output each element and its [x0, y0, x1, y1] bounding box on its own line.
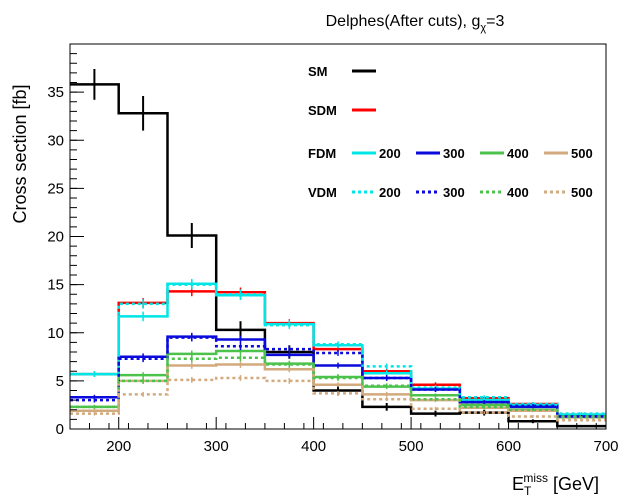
chart-title-subscript: χ: [480, 22, 486, 34]
legend-label-fdm-200: 200: [379, 146, 401, 161]
x-tick-label-5: 700: [593, 438, 618, 455]
x-axis-label-symbol: E: [512, 474, 524, 494]
x-axis-label-subscript: T: [524, 484, 532, 498]
legend-label-sm: SM: [308, 64, 328, 79]
legend: SM SDM FDM 200 300 400 500 VDM 200 300 4…: [308, 64, 593, 200]
legend-label-fdm-500: 500: [571, 146, 593, 161]
axes-layer: 200 300 400 500 600 700 0 5 10 15 20 25 30 35: [47, 43, 619, 455]
x-tick-label-4: 600: [496, 438, 521, 455]
legend-label-fdm-400: 400: [507, 146, 529, 161]
x-axis-label: ETmiss [GeV]: [512, 471, 599, 498]
legend-label-fdm: FDM: [308, 146, 336, 161]
legend-label-vdm-300: 300: [443, 185, 465, 200]
legend-label-vdm-400: 400: [507, 185, 529, 200]
legend-label-sdm: SDM: [308, 103, 337, 118]
series-line-vdm-200: [70, 283, 606, 415]
chart-title: Delphes(After cuts), gχ=3: [326, 13, 505, 34]
y-tick-label-7: 35: [47, 84, 64, 101]
legend-label-vdm: VDM: [308, 185, 337, 200]
series-vdm-500: [70, 375, 606, 422]
y-axis-label: Cross section [fb]: [10, 84, 30, 223]
x-tick-label-3: 500: [399, 438, 424, 455]
x-tick-label-0: 200: [106, 438, 131, 455]
y-tick-label-3: 15: [47, 277, 64, 294]
y-tick-label-1: 5: [56, 373, 64, 390]
y-tick-label-4: 20: [47, 229, 64, 246]
series-vdm-200: [70, 279, 606, 415]
y-tick-label-5: 25: [47, 180, 64, 197]
x-axis-label-superscript: miss: [523, 471, 548, 485]
chart-title-suffix: =3: [486, 13, 504, 30]
x-axis-label-unit: [GeV]: [553, 474, 599, 494]
y-tick-label-0: 0: [56, 421, 64, 438]
legend-label-vdm-200: 200: [379, 185, 401, 200]
series-layer: [70, 69, 606, 428]
y-tick-label-6: 30: [47, 132, 64, 149]
x-tick-label-1: 300: [204, 438, 229, 455]
series-sm: [70, 69, 606, 428]
legend-label-fdm-300: 300: [443, 146, 465, 161]
x-tick-label-2: 400: [301, 438, 326, 455]
legend-label-vdm-500: 500: [571, 185, 593, 200]
series-vdm-400: [70, 354, 606, 419]
chart-title-main: Delphes(After cuts), g: [326, 13, 481, 30]
y-tick-label-2: 10: [47, 325, 64, 342]
plot-frame: [69, 43, 607, 430]
series-vdm-300: [70, 333, 606, 418]
